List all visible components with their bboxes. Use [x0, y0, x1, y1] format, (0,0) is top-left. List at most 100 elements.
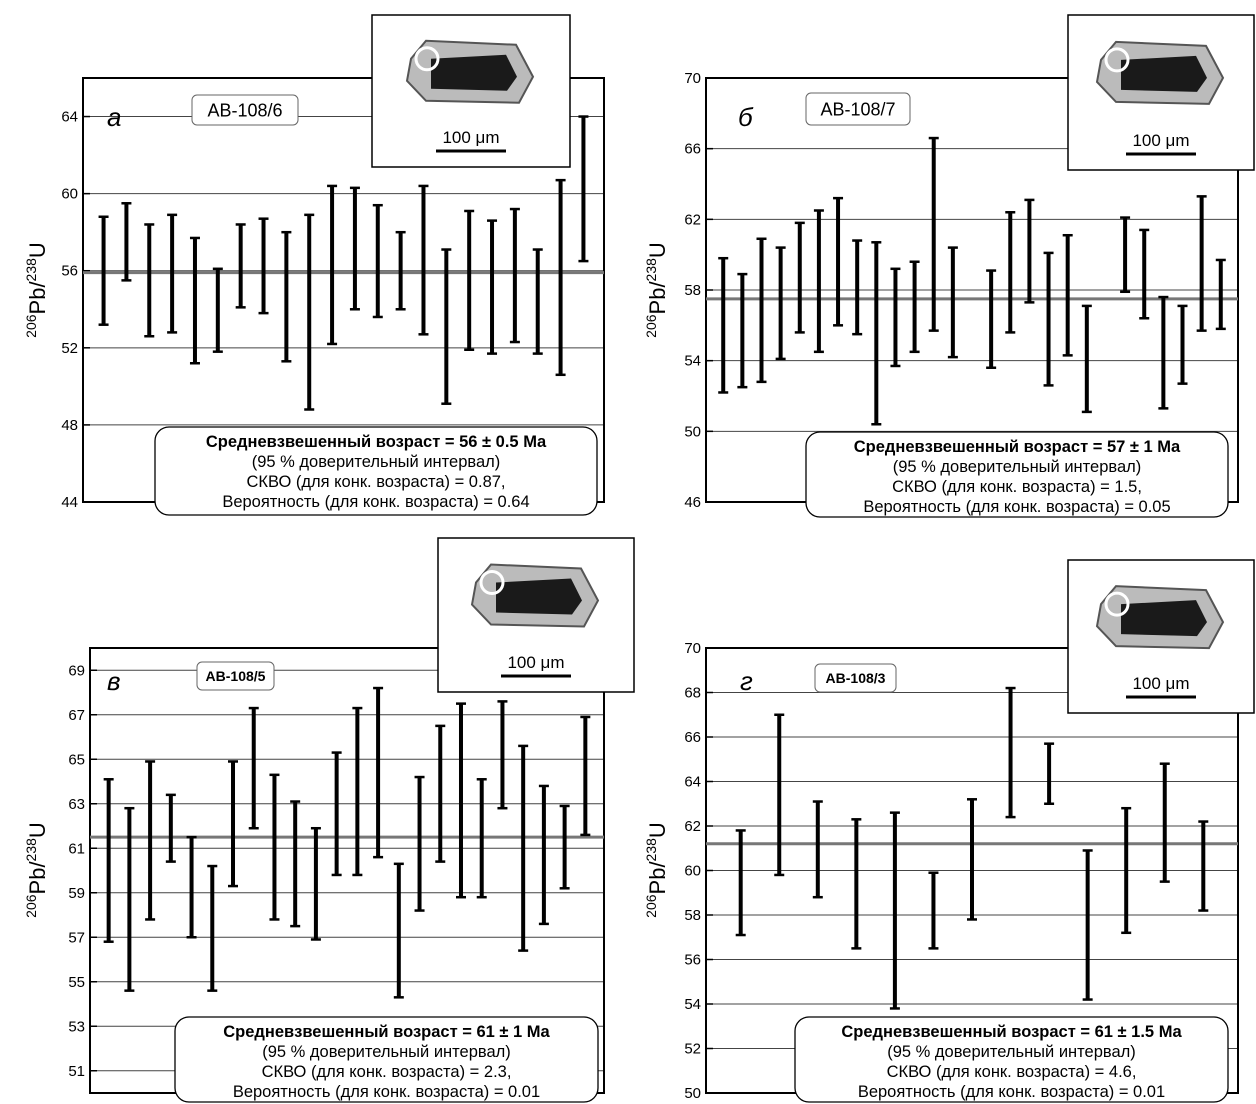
y-label-part: Pb/	[25, 861, 50, 895]
y-label-sup: 206	[23, 894, 39, 918]
spot	[479, 570, 505, 596]
y-tick-label: 69	[68, 662, 85, 679]
result-box	[174, 1016, 599, 1103]
y-tick-label: 64	[684, 774, 701, 791]
spot	[414, 46, 440, 72]
scale-label: 100 μm	[1132, 131, 1189, 150]
panel-letter: г	[740, 666, 753, 696]
y-tick-label: 57	[68, 929, 85, 946]
panel-letter: в	[107, 666, 121, 696]
y-label-part: Pb/	[25, 281, 50, 315]
result-line: (95 % доверительный интервал)	[262, 1043, 511, 1061]
result-line: Средневзвешенный возраст = 56 ± 0.5 Ma	[206, 433, 547, 451]
spot	[1104, 47, 1130, 73]
sample-label: АВ-108/7	[820, 99, 895, 119]
scale-label: 100 μm	[1132, 674, 1189, 693]
y-label-sup: 206	[23, 314, 39, 338]
scale-label: 100 μm	[442, 128, 499, 147]
y-axis-label: 206Pb/238U	[23, 242, 50, 338]
y-tick-label: 51	[68, 1063, 85, 1080]
y-axis-label: 206Pb/238U	[23, 822, 50, 918]
y-tick-label: 62	[684, 818, 701, 835]
result-line: СКВО (для конк. возраста) = 2.3,	[262, 1063, 512, 1081]
result-box	[794, 1016, 1229, 1103]
scale-label: 100 μm	[507, 653, 564, 672]
y-axis-label: 206Pb/238U	[643, 822, 670, 918]
y-tick-label: 58	[684, 907, 701, 924]
y-tick-label: 53	[68, 1018, 85, 1035]
result-line: СКВО (для конк. возраста) = 0.87,	[246, 473, 505, 491]
y-tick-label: 54	[684, 353, 701, 370]
spot	[1104, 591, 1130, 617]
result-box	[805, 431, 1229, 518]
y-tick-label: 66	[684, 729, 701, 746]
result-box	[154, 426, 598, 516]
y-tick-label: 70	[684, 640, 701, 657]
sample-label: АВ-108/3	[826, 670, 886, 686]
result-line: (95 % доверительный интервал)	[893, 458, 1142, 476]
result-line: (95 % доверительный интервал)	[887, 1043, 1136, 1061]
y-tick-label: 60	[61, 186, 78, 203]
y-tick-label: 52	[61, 340, 78, 357]
result-line: СКВО (для конк. возраста) = 1.5,	[892, 478, 1142, 496]
result-line: (95 % доверительный интервал)	[252, 453, 501, 471]
result-line: Вероятность (для конк. возраста) = 0.64	[222, 493, 529, 511]
result-line: Средневзвешенный возраст = 61 ± 1 Ma	[223, 1023, 550, 1041]
y-axis-label: 206Pb/238U	[643, 242, 670, 338]
y-tick-label: 68	[684, 685, 701, 702]
y-tick-label: 70	[684, 70, 701, 87]
y-tick-label: 59	[68, 885, 85, 902]
y-label-part: U	[645, 242, 670, 258]
y-tick-label: 44	[61, 494, 78, 511]
y-tick-label: 67	[68, 707, 85, 724]
y-tick-label: 46	[684, 494, 701, 511]
y-label-sup: 206	[643, 894, 659, 918]
y-label-sup: 238	[643, 258, 659, 282]
zircon-core	[431, 54, 517, 91]
y-tick-label: 58	[684, 282, 701, 299]
result-line: Средневзвешенный возраст = 61 ± 1.5 Ma	[841, 1023, 1182, 1041]
y-label-sup: 238	[23, 838, 39, 862]
y-tick-label: 64	[61, 109, 78, 126]
y-label-sup: 206	[643, 314, 659, 338]
result-line: Вероятность (для конк. возраста) = 0.05	[863, 498, 1170, 516]
zircon-core	[1121, 600, 1207, 637]
sample-box	[805, 92, 911, 126]
y-tick-label: 62	[684, 211, 701, 228]
y-label-sup: 238	[643, 838, 659, 862]
sample-box	[196, 661, 275, 691]
y-tick-label: 65	[68, 751, 85, 768]
sample-label: АВ-108/6	[207, 100, 282, 120]
y-tick-label: 54	[684, 996, 701, 1013]
y-label-part: U	[25, 822, 50, 838]
panel-letter: а	[107, 102, 121, 132]
y-label-sup: 238	[23, 258, 39, 282]
result-line: Вероятность (для конк. возраста) = 0.01	[233, 1083, 540, 1101]
result-line: СКВО (для конк. возраста) = 4.6,	[887, 1063, 1137, 1081]
y-tick-label: 50	[684, 423, 701, 440]
y-tick-label: 48	[61, 417, 78, 434]
sample-box	[814, 663, 897, 693]
zircon-core	[496, 578, 582, 615]
y-label-part: Pb/	[645, 861, 670, 895]
zircon-core	[1121, 55, 1207, 92]
y-tick-label: 56	[684, 952, 701, 969]
y-tick-label: 66	[684, 141, 701, 158]
y-label-part: Pb/	[645, 281, 670, 315]
y-tick-label: 50	[684, 1085, 701, 1102]
y-tick-label: 60	[684, 863, 701, 880]
result-line: Вероятность (для конк. возраста) = 0.01	[858, 1083, 1165, 1101]
y-tick-label: 63	[68, 796, 85, 813]
y-tick-label: 61	[68, 840, 85, 857]
panel-letter: б	[738, 102, 754, 132]
y-label-part: U	[645, 822, 670, 838]
y-tick-label: 55	[68, 974, 85, 991]
sample-label: АВ-108/5	[206, 668, 266, 684]
result-line: Средневзвешенный возраст = 57 ± 1 Ma	[854, 438, 1181, 456]
y-label-part: U	[25, 242, 50, 258]
y-tick-label: 52	[684, 1041, 701, 1058]
y-tick-label: 56	[61, 263, 78, 280]
sample-box	[191, 94, 299, 126]
